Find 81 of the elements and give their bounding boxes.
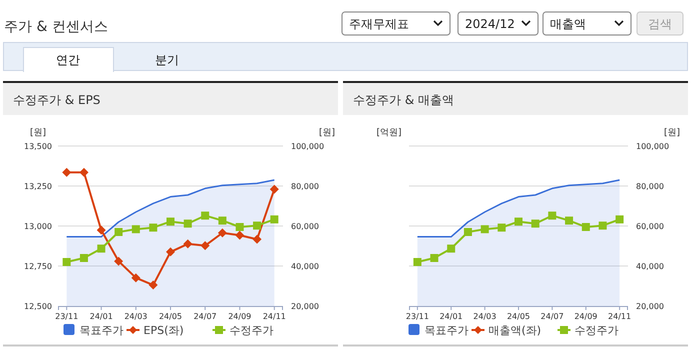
y2-tick-label: 40,000 (636, 262, 664, 271)
y2-tick-label: 80,000 (636, 182, 664, 191)
legend-label: EPS(좌) (144, 324, 184, 337)
point (132, 225, 140, 234)
point (166, 218, 174, 226)
x-tick-label: 24/09 (228, 312, 252, 321)
point (464, 228, 472, 236)
x-tick-label: 23/11 (55, 312, 78, 321)
point (430, 254, 438, 262)
x-tick-label: 24/11 (608, 312, 632, 321)
point (79, 168, 88, 177)
y2-tick-label: 20,000 (291, 302, 319, 311)
y2-tick-label: 40,000 (291, 262, 319, 271)
y2-tick-label: 20,000 (636, 302, 664, 311)
x-tick-label: 24/03 (473, 312, 496, 321)
point (62, 258, 71, 266)
point (114, 228, 123, 236)
point (235, 230, 244, 240)
y-axis-title: [억원] (376, 128, 402, 138)
chart-title: 수정주가 & EPS (13, 93, 100, 107)
point (114, 256, 124, 266)
point (514, 218, 522, 226)
y2-axis-title: [원] (664, 128, 680, 138)
point (97, 244, 106, 253)
point (447, 244, 456, 253)
point (218, 228, 227, 238)
point (218, 216, 226, 225)
point (166, 247, 175, 256)
legend-label: 목표주가 (424, 324, 468, 337)
point (252, 234, 262, 244)
point (149, 224, 158, 232)
y-tick-label: 13,500 (24, 142, 52, 151)
x-tick-label: 24/01 (90, 312, 113, 321)
legend-label: 수정주가 (230, 324, 274, 337)
x-tick-label: 24/03 (124, 312, 148, 321)
y-tick-label: 12,500 (24, 302, 52, 311)
point (253, 222, 262, 230)
legend-label: 수정주가 (574, 324, 618, 337)
point (236, 223, 244, 231)
y-tick-label: 13,250 (24, 182, 52, 191)
x-tick-label: 24/11 (262, 312, 286, 321)
y2-tick-label: 100,000 (636, 142, 670, 151)
page-header: 주가 & 컨센서스 주재무제표 2024/12 매출액 검색 연간 분기 (3, 12, 688, 73)
point (270, 215, 278, 224)
point (270, 184, 279, 194)
point (548, 212, 556, 220)
x-tick-label: 24/05 (506, 312, 530, 321)
x-tick-label: 24/09 (574, 312, 598, 321)
y-tick-label: 12,750 (24, 262, 52, 271)
x-tick-label: 24/05 (158, 312, 182, 321)
x-tick-label: 23/11 (406, 312, 429, 321)
point (531, 220, 540, 228)
point (616, 215, 624, 224)
point (201, 212, 210, 220)
legend-label: 목표주가 (80, 324, 124, 337)
point (498, 224, 506, 232)
point (184, 220, 192, 228)
point (200, 241, 210, 250)
point (480, 225, 489, 234)
x-tick-label: 24/01 (440, 312, 463, 321)
chart-title: 수정주가 & 매출액 (353, 93, 454, 107)
y2-tick-label: 100,000 (291, 142, 324, 151)
x-tick-label: 24/07 (540, 312, 564, 321)
y2-tick-label: 60,000 (291, 222, 319, 231)
point (148, 280, 158, 290)
point (131, 273, 140, 282)
point (183, 239, 192, 248)
y2-axis-title: [원] (318, 128, 336, 138)
point (598, 222, 607, 230)
point (62, 168, 72, 177)
point (413, 258, 422, 266)
y2-tick-label: 60,000 (636, 222, 664, 231)
point (80, 254, 88, 262)
y2-tick-label: 80,000 (291, 182, 319, 191)
point (96, 226, 106, 235)
point (582, 223, 590, 231)
point (565, 216, 574, 225)
y-tick-label: 13,000 (24, 222, 52, 231)
y-axis-title: [원] (30, 128, 46, 138)
x-tick-label: 24/07 (194, 312, 217, 321)
legend-label: 매출액(좌) (488, 324, 542, 337)
